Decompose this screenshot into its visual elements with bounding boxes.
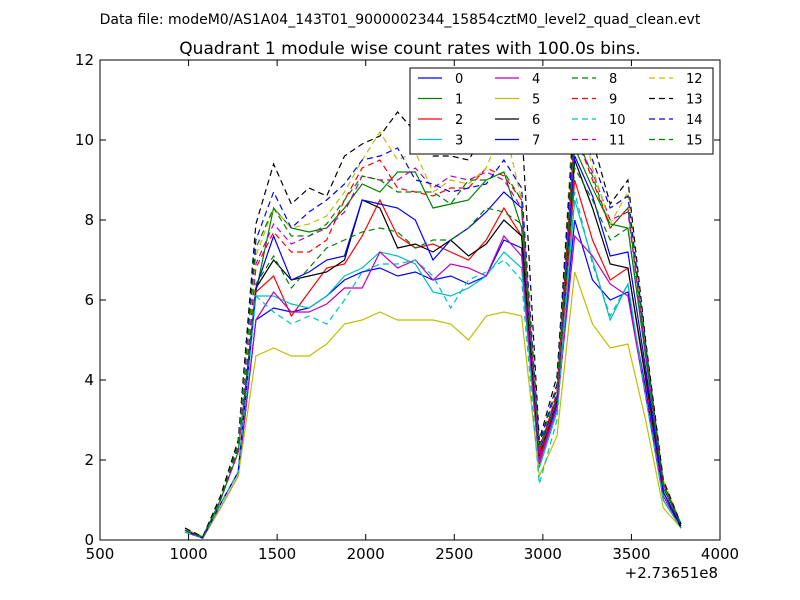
series-line-15: [184, 131, 682, 539]
series-line-14: [184, 115, 682, 539]
y-tick-label: 4: [84, 371, 94, 389]
series-layer: [184, 87, 682, 539]
series-line-5: [184, 271, 682, 539]
x-tick-label: 1500: [258, 545, 296, 563]
series-line-13: [184, 105, 682, 538]
x-tick-label: 2000: [347, 545, 385, 563]
x-tick-label: 2500: [435, 545, 473, 563]
x-tick-label: 500: [86, 545, 115, 563]
y-tick-label: 6: [84, 291, 94, 309]
series-line-0: [184, 219, 682, 539]
y-tick-label: 0: [84, 531, 94, 549]
x-tick-label: 3500: [612, 545, 650, 563]
legend-label-12: 12: [686, 72, 703, 87]
legend-label-9: 9: [609, 93, 617, 108]
legend-label-5: 5: [532, 93, 540, 108]
x-tick-label: 4000: [701, 545, 739, 563]
legend-label-15: 15: [686, 134, 703, 149]
y-tick-label: 8: [84, 211, 94, 229]
legend-label-14: 14: [686, 113, 703, 128]
series-line-9: [184, 131, 682, 539]
legend-label-4: 4: [532, 72, 540, 87]
legend-label-10: 10: [609, 113, 626, 128]
y-tick-label: 2: [84, 451, 94, 469]
series-line-2: [184, 179, 682, 539]
chart-title: Quadrant 1 module wise count rates with …: [179, 39, 640, 59]
data-file-header: Data file: modeM0/AS1A04_143T01_90000023…: [100, 12, 701, 28]
series-line-8: [184, 165, 682, 539]
x-tick-label: 1000: [169, 545, 207, 563]
legend-label-11: 11: [609, 134, 626, 149]
series-line-12: [184, 87, 682, 539]
x-offset-label: +2.73651e8: [625, 564, 718, 582]
legend-label-3: 3: [455, 134, 463, 149]
series-line-7: [184, 155, 682, 539]
x-tick-label: 3000: [524, 545, 562, 563]
y-tick-label: 10: [75, 131, 94, 149]
series-line-6: [184, 159, 682, 539]
legend-label-13: 13: [686, 93, 703, 108]
legend-label-1: 1: [455, 93, 463, 108]
legend-label-2: 2: [455, 113, 463, 128]
legend-label-0: 0: [455, 72, 463, 87]
series-line-4: [184, 234, 682, 539]
legend-label-6: 6: [532, 113, 540, 128]
legend-label-8: 8: [609, 72, 617, 87]
legend-label-7: 7: [532, 134, 540, 149]
y-tick-label: 12: [75, 51, 94, 69]
